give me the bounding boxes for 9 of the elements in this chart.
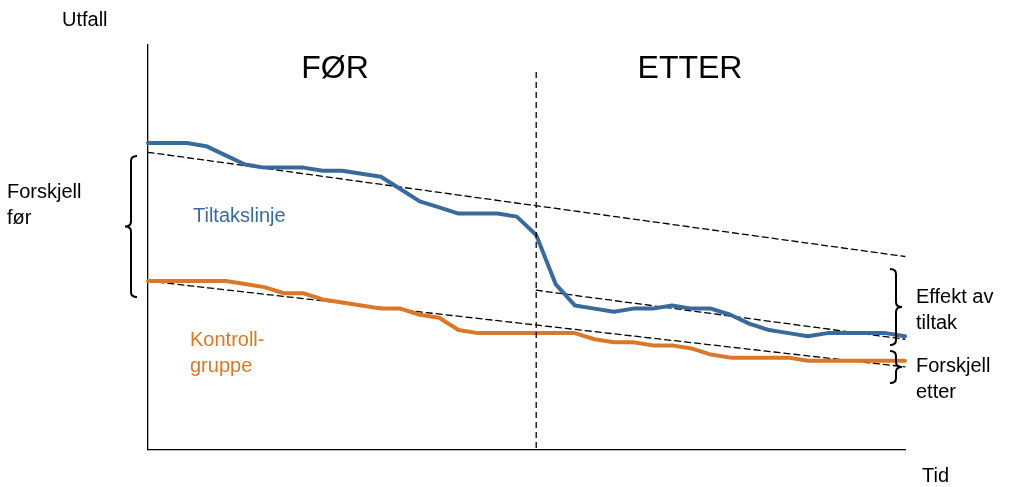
text: FØR: [301, 48, 369, 86]
text: Forskjell før: [7, 179, 82, 230]
x-axis-title: Tid: [922, 463, 950, 487]
series-label: Tiltakslinje: [193, 203, 286, 228]
series-label: Kontroll- gruppe: [190, 327, 265, 378]
text: ETTER: [637, 48, 743, 86]
text: Utfall: [62, 7, 108, 32]
text: Forskjell etter: [916, 353, 991, 404]
text: Effekt av tiltak: [916, 284, 994, 335]
